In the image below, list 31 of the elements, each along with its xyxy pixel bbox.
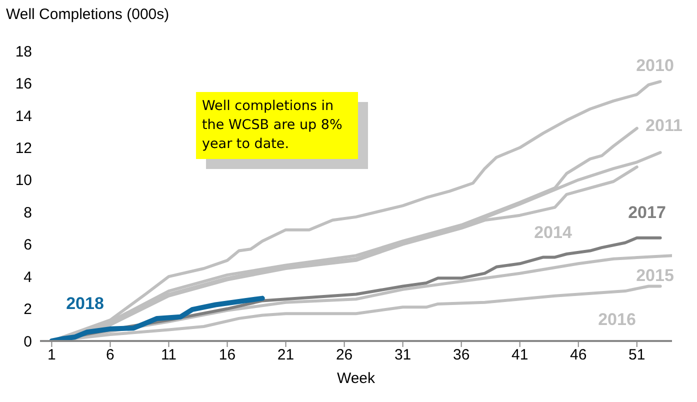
x-tick-label: 6 [106, 346, 114, 364]
annotation: Well completions in the WCSB are up 8% year to date. [196, 92, 358, 159]
x-tick-label: 1 [48, 346, 56, 364]
x-tick-label: 46 [570, 346, 587, 364]
x-tick-label: 31 [394, 346, 412, 364]
y-axis-title: Well Completions (000s) [6, 6, 170, 23]
series-label: 2010 [636, 56, 674, 76]
series-label: 2018 [66, 294, 104, 314]
series-label: 2014 [534, 223, 572, 243]
x-tick-label: 36 [452, 346, 470, 364]
series-label: 2016 [598, 310, 636, 330]
x-tick-label: 16 [218, 346, 236, 364]
y-tick-label: 18 [15, 43, 32, 60]
x-tick-label: 41 [512, 346, 528, 364]
x-axis-title: Week [336, 370, 376, 387]
y-tick-label: 6 [24, 236, 32, 254]
y-tick-label: 16 [15, 76, 32, 93]
series-label: 2017 [628, 203, 666, 223]
x-tick-label: 21 [277, 346, 294, 364]
y-tick-label: 2 [24, 301, 32, 318]
y-tick-label: 0 [24, 333, 32, 350]
series-label: 2011 [646, 116, 682, 136]
x-tick-label: 51 [628, 346, 646, 364]
x-tick-label: 11 [160, 346, 177, 364]
y-tick-label: 10 [15, 172, 32, 190]
series-label: 2015 [636, 266, 674, 286]
y-tick-label: 14 [15, 108, 32, 125]
x-tick-label: 26 [336, 346, 353, 364]
y-tick-label: 8 [24, 204, 32, 222]
y-tick-label: 4 [24, 268, 32, 286]
y-tick-label: 12 [15, 140, 32, 157]
